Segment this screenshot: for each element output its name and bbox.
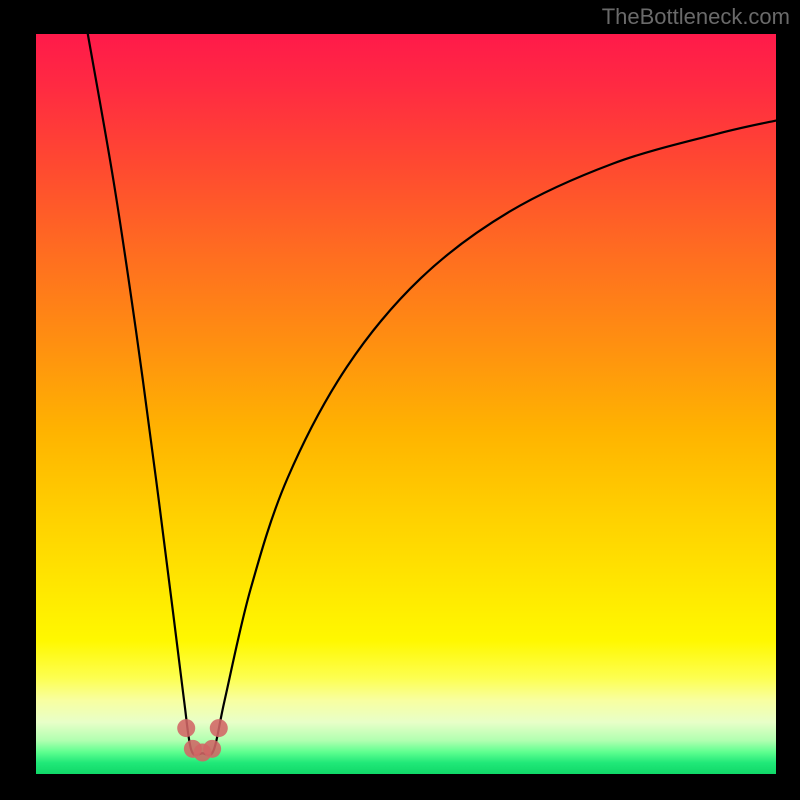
chart-canvas	[0, 0, 800, 800]
valley-marker	[210, 719, 228, 737]
valley-marker	[177, 719, 195, 737]
valley-marker	[203, 740, 221, 758]
watermark-text: TheBottleneck.com	[602, 4, 790, 30]
bottleneck-chart: TheBottleneck.com	[0, 0, 800, 800]
